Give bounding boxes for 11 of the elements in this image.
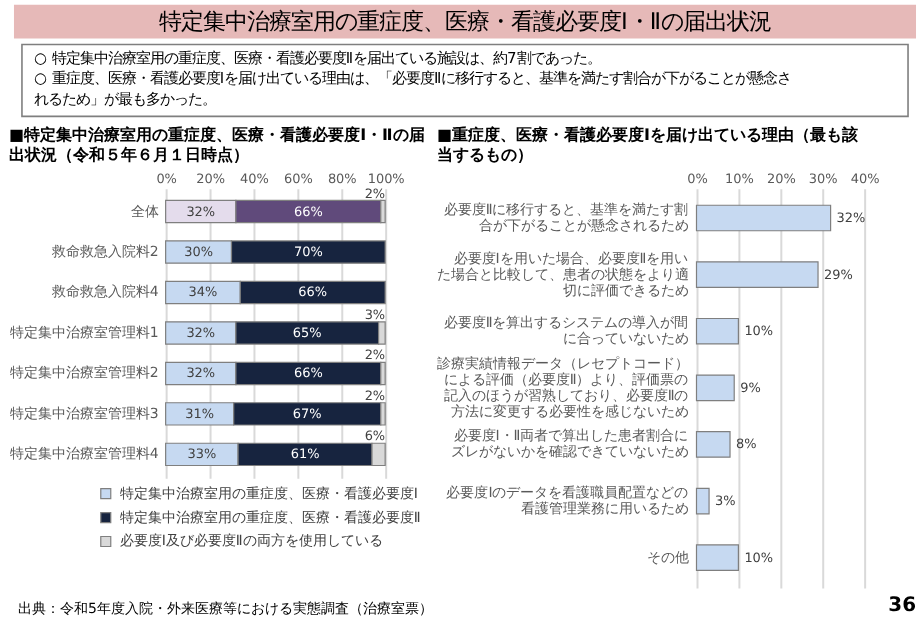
- chart-title: ■重症度、医療・看護必要度Ⅰを届け出ている理由（最も該当するもの）: [437, 124, 859, 165]
- bar: [695, 544, 739, 572]
- bar: [695, 487, 710, 515]
- bar: [695, 204, 832, 232]
- text: 特定集中治療室用の重症度、医療・看護必要度Ⅰ・Ⅱの届出状況: [158, 6, 772, 35]
- text: 36: [888, 595, 917, 618]
- bar: [695, 431, 731, 458]
- bar: [695, 317, 739, 345]
- bar: [695, 374, 735, 402]
- bar: [695, 261, 819, 288]
- chart-title: ■特定集中治療室用の重症度、医療・看護必要度Ⅰ・Ⅱの届出状況（令和５年６月１日時点）: [9, 124, 425, 165]
